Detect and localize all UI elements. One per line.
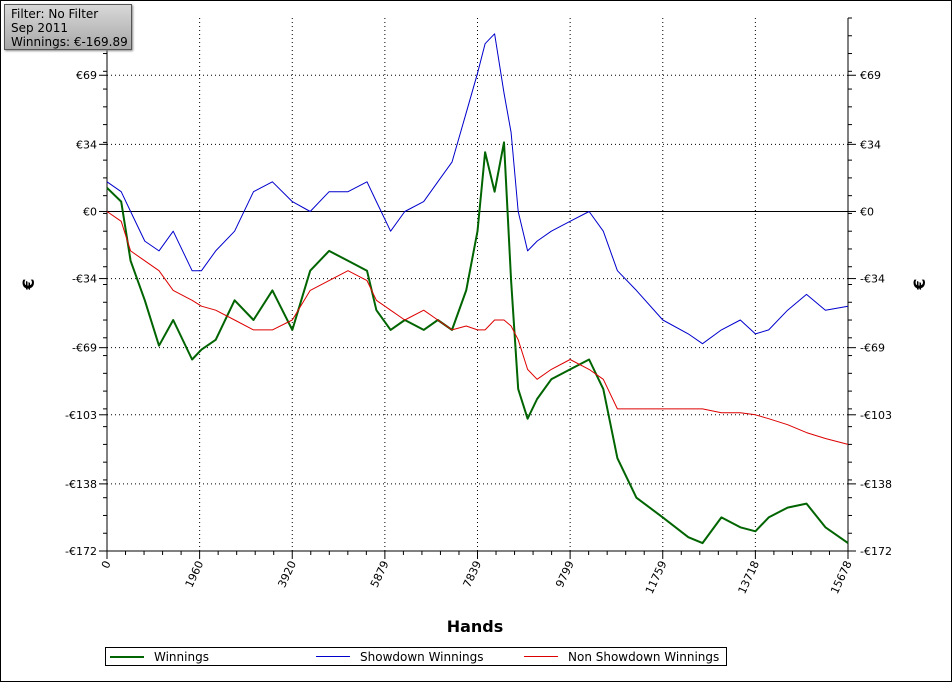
y-tick-label-right: -€69	[860, 342, 885, 355]
x-tick-label: 13718	[736, 559, 763, 596]
x-tick-label: 15678	[828, 559, 855, 596]
y-tick-label-left: €34	[76, 138, 97, 151]
axes	[99, 17, 856, 559]
x-tick-label: 3920	[275, 559, 299, 590]
y-tick-label-left: -€103	[65, 409, 97, 422]
legend-item-winnings: Winnings	[110, 650, 290, 664]
series-line-winnings	[106, 141, 849, 545]
y-tick-label-left: €69	[76, 69, 97, 82]
period-text: Sep 2011	[11, 21, 68, 35]
grid-lines	[107, 18, 848, 551]
y-tick-label-right: €0	[860, 205, 874, 218]
y-tick-label-right: €34	[860, 138, 881, 151]
y-tick-label-right: €69	[860, 69, 881, 82]
y-tick-label-left: €0	[83, 205, 97, 218]
legend-swatch-nonshowdown	[524, 656, 558, 657]
series-line-showdown	[106, 33, 849, 345]
legend-label-winnings: Winnings	[154, 650, 209, 664]
x-tick-label: 11759	[643, 559, 670, 596]
info-box: Filter: No Filter Sep 2011 Winnings: €-1…	[4, 4, 132, 50]
y-tick-label-right: -€34	[860, 273, 885, 286]
x-tick-label: 0	[99, 559, 114, 571]
legend-swatch-winnings	[110, 656, 144, 658]
y-tick-label-right: -€172	[860, 545, 892, 558]
y-tick-label-right: -€138	[860, 478, 892, 491]
legend-label-showdown: Showdown Winnings	[360, 650, 484, 664]
legend-item-nonshowdown: Non Showdown Winnings	[524, 650, 724, 664]
y-axis-title-left: €	[19, 278, 38, 290]
y-tick-label-left: -€34	[72, 273, 97, 286]
x-tick-label: 7839	[461, 559, 485, 590]
legend-swatch-showdown	[316, 656, 350, 657]
legend-item-showdown: Showdown Winnings	[316, 650, 516, 664]
x-tick-label: 1960	[183, 559, 207, 590]
y-tick-label-left: -€172	[65, 545, 97, 558]
legend-label-nonshowdown: Non Showdown Winnings	[568, 650, 720, 664]
series-lines	[106, 33, 849, 545]
legend: Winnings Showdown Winnings Non Showdown …	[105, 647, 727, 666]
filter-text: Filter: No Filter	[11, 7, 99, 21]
y-axis-title-right: €	[910, 278, 929, 290]
x-tick-label: 9799	[553, 559, 577, 590]
series-line-non-showdown	[106, 211, 849, 445]
y-tick-label-left: -€138	[65, 478, 97, 491]
y-tick-label-left: -€69	[72, 342, 97, 355]
x-tick-label: 5879	[368, 559, 392, 590]
y-tick-label-right: -€103	[860, 409, 892, 422]
x-axis-title: Hands	[447, 617, 504, 636]
winnings-text: Winnings: €-169.89	[11, 35, 128, 49]
